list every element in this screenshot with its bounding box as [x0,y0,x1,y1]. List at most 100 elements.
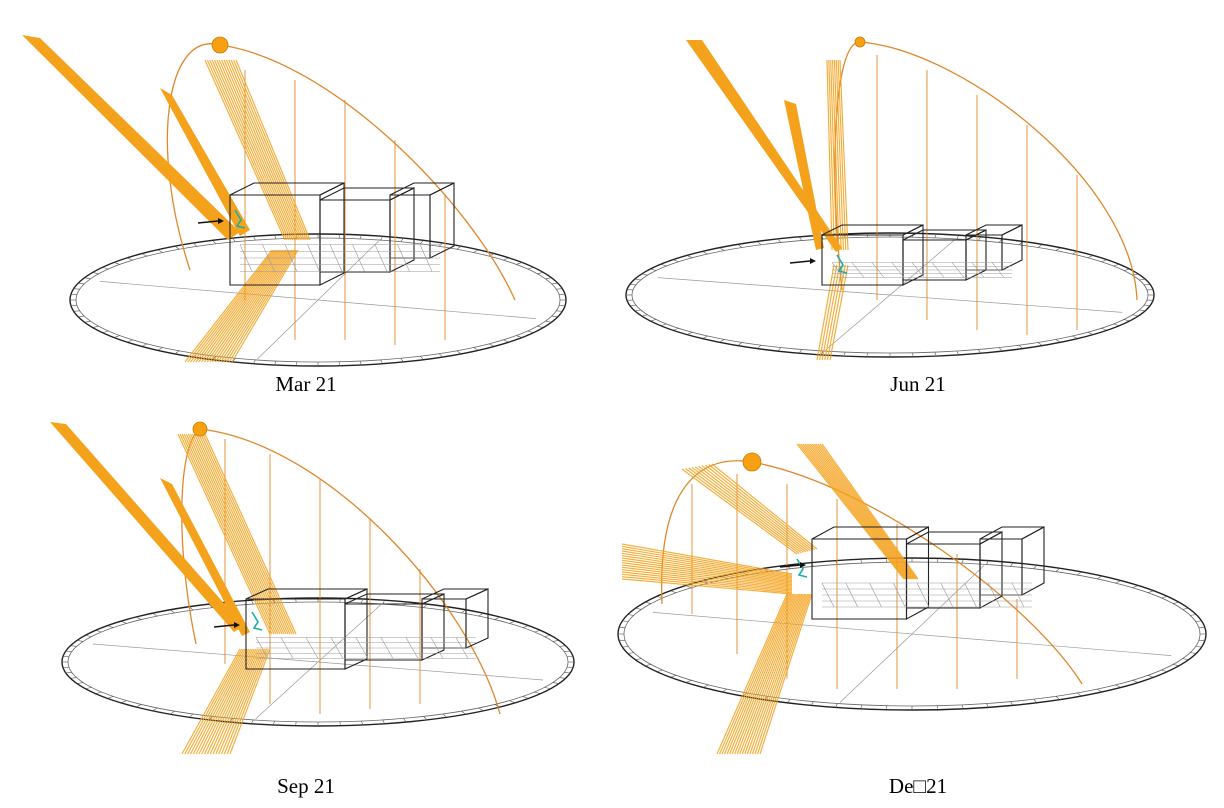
panel-jun-21: Jun 21 [612,0,1224,404]
compass-tick [158,347,163,351]
compass-tick [121,621,127,624]
sun-ray-line [195,249,279,363]
sun-ray-band [686,40,842,252]
compass-tick [556,310,563,312]
compass-tick [552,682,559,684]
compass-tick [956,235,959,240]
compass-tick [339,721,341,725]
compass-tick [1087,255,1093,258]
compass-tick [114,335,120,338]
sun-ray-line [204,433,297,635]
sun-ray-line [204,648,255,755]
sun-path-arc [834,41,1138,301]
compass-tick [359,360,362,365]
sun-ray-line [731,593,797,755]
compass-tick [175,246,180,250]
compass-tick [461,610,466,614]
compass-tick [703,335,708,339]
building-side [979,531,1003,609]
compass-tick [686,585,692,588]
sun-ray-line [221,59,300,241]
sun-ray-line [831,59,840,251]
compass-tick [661,264,667,267]
compass-tick [73,310,80,312]
compass-tick [127,257,133,261]
compass-tick [93,272,99,275]
compass-tick [534,691,540,694]
sun-ray-line [194,433,287,635]
compass-tick [703,251,708,255]
sun-ray-line [177,433,271,635]
compass-tick [686,680,692,683]
compass-tick [1033,699,1037,703]
sun-ray-line [806,443,910,580]
sun-ray-line [192,249,278,363]
compass-tick [673,259,679,263]
sun-ray-line [819,264,838,361]
compass-tick [811,701,814,705]
sun-ray-line [223,249,294,363]
north-arrow [213,624,235,628]
window-marker [234,209,246,229]
compass-tick [473,347,478,351]
sun-ray-line [198,648,252,755]
north-arrow [197,220,219,224]
sun-path-diagram [50,421,575,755]
sun-path-diagram [625,36,1155,361]
sun-ray-line [201,249,282,363]
compass-tick [1195,646,1202,648]
sun-icon [211,36,229,54]
window-marker [251,611,263,631]
compass-tick [438,243,443,247]
compass-tick [108,625,114,628]
compass-tick [645,602,652,604]
sun-ray-line [718,593,790,755]
compass-tick [1055,339,1060,342]
sun-ray-line [826,59,833,251]
panel-dec-21: De□21 [612,404,1224,808]
compass-tick [1101,327,1107,331]
compass-tick [1144,284,1151,286]
sun-ray-line [756,593,812,755]
sun-ray-line [817,443,917,580]
compass-tick [114,262,120,265]
compass-tick [998,347,1002,351]
building-roof [979,526,1045,540]
compass-tick [627,614,634,616]
building-side [344,588,368,670]
building-face [965,234,1003,271]
compass-tick [961,560,964,564]
compass-tick [1055,568,1060,572]
compass-tick [673,327,679,331]
building-face [344,603,423,661]
compass-tick [103,330,109,333]
sun-ray-line [228,249,297,363]
sun-ray-line [621,573,793,592]
compass-tick [1018,345,1023,349]
sun-ray-line [821,264,841,361]
sun-path-diagram [617,443,1207,755]
sun-ray-band [160,88,250,236]
compass-tick [936,705,938,709]
sun-ray-line [830,59,838,251]
sun-ray-line [698,465,809,552]
compass-tick [1144,304,1151,306]
compass-tick [1072,335,1077,339]
compass-tick [456,246,461,250]
compass-tick [936,559,938,563]
compass-tick [380,359,383,363]
sun-ray-line [195,648,250,755]
compass-tick [488,343,494,347]
sun-ray-line [734,593,798,755]
sun-ray-line [749,593,807,755]
compass-tick [108,696,114,699]
compass-tick [860,704,863,708]
compass-tick [1072,251,1077,255]
compass-tick [153,707,158,711]
north-arrow-head [810,258,816,264]
sun-ray-line [621,576,793,594]
sun-ray-line [621,571,793,591]
sun-ray-line [206,249,285,363]
axis-line [839,565,985,703]
compass-tick [438,353,443,357]
